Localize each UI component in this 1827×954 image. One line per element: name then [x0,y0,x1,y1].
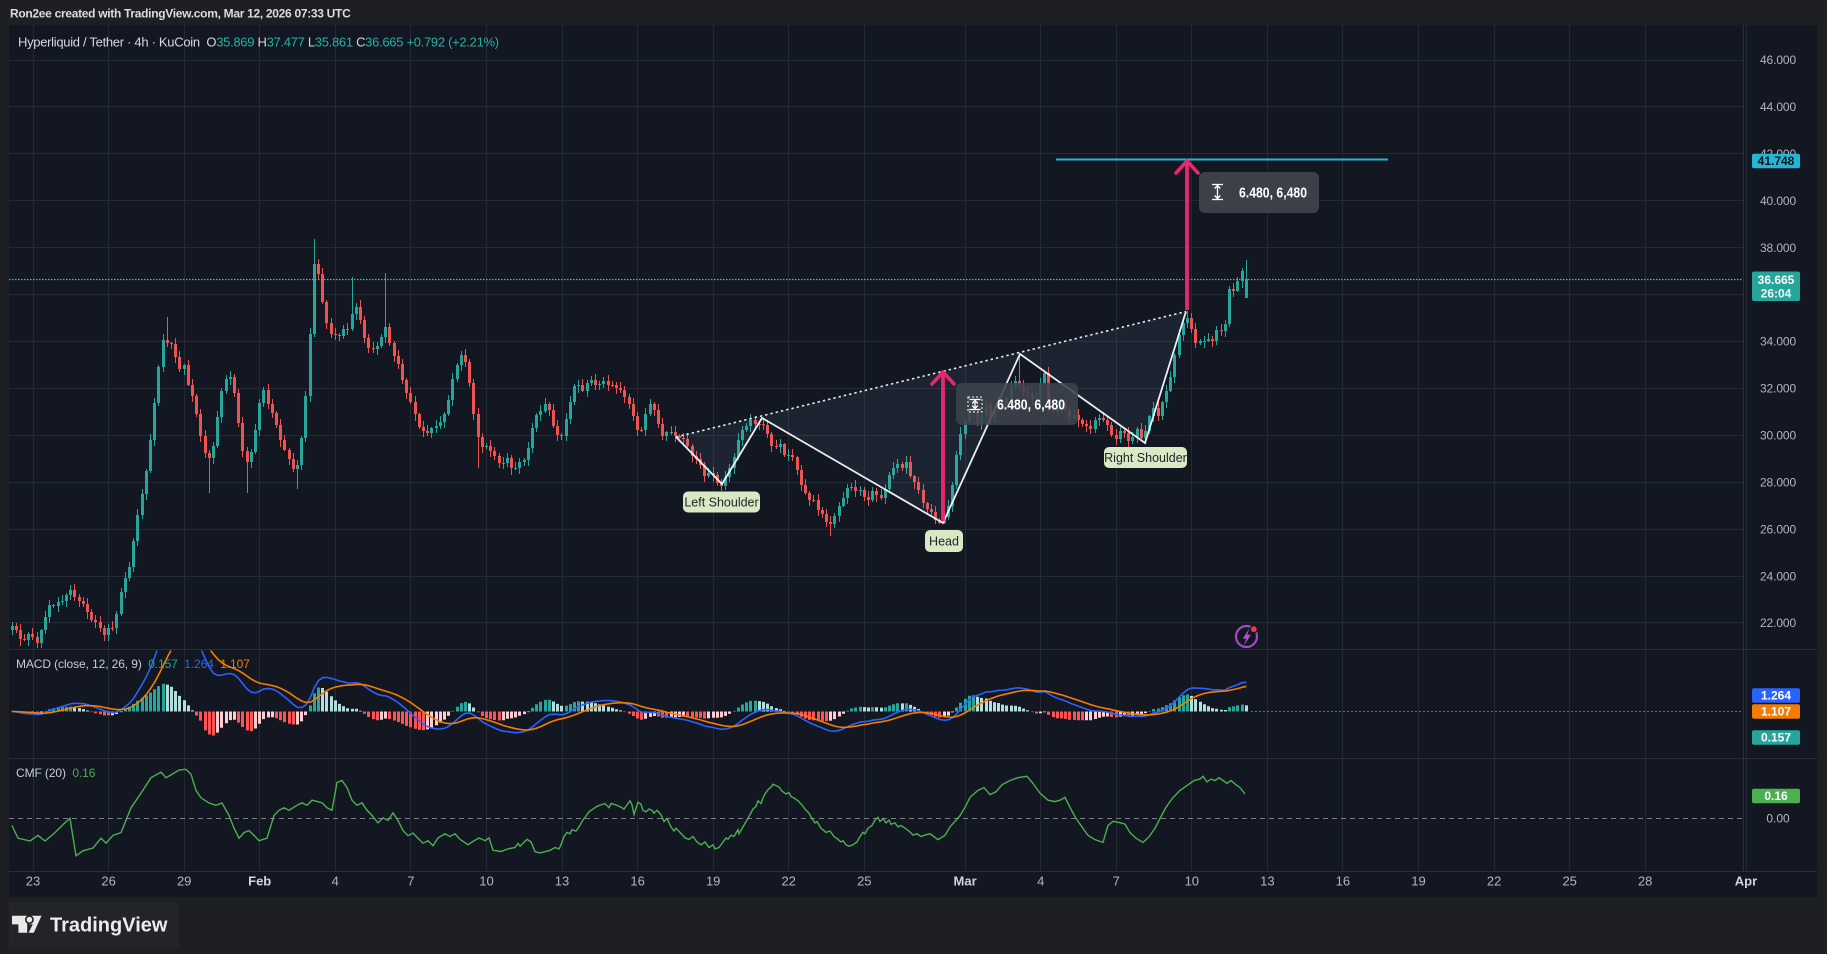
svg-text:Head: Head [929,535,959,549]
svg-text:28: 28 [1638,874,1652,889]
svg-text:Hyperliquid / Tether · 4h · Ku: Hyperliquid / Tether · 4h · KuCoin O35.8… [18,35,499,50]
svg-text:4: 4 [332,874,339,889]
svg-text:23: 23 [26,874,40,889]
svg-text:36.665: 36.665 [1758,273,1795,287]
svg-text:0.00: 0.00 [1766,812,1790,826]
svg-text:Right Shoulder: Right Shoulder [1104,451,1187,465]
svg-text:4: 4 [1037,874,1044,889]
svg-text:41.748: 41.748 [1758,154,1795,168]
svg-text:38.000: 38.000 [1760,241,1797,255]
svg-text:25: 25 [857,874,871,889]
svg-text:19: 19 [1411,874,1425,889]
svg-text:6.480, 6,480: 6.480, 6,480 [1239,185,1307,202]
svg-text:Mar: Mar [954,874,977,889]
svg-text:32.000: 32.000 [1760,382,1797,396]
svg-text:26.000: 26.000 [1760,522,1797,536]
svg-text:28.000: 28.000 [1760,475,1797,489]
svg-text:44.000: 44.000 [1760,100,1797,114]
svg-text:MACD (close, 12, 26, 9) 0.157: MACD (close, 12, 26, 9) 0.157 1.264 1.10… [16,657,250,671]
svg-text:34.000: 34.000 [1760,335,1797,349]
svg-text:30.000: 30.000 [1760,429,1797,443]
svg-text:24.000: 24.000 [1760,569,1797,583]
svg-text:46.000: 46.000 [1760,53,1797,67]
svg-text:10: 10 [1185,874,1199,889]
svg-text:22: 22 [1487,874,1501,889]
svg-text:CMF (20) 0.16: CMF (20) 0.16 [16,766,96,780]
svg-text:0.157: 0.157 [1761,731,1791,745]
svg-text:Feb: Feb [248,874,271,889]
svg-text:40.000: 40.000 [1760,194,1797,208]
svg-text:7: 7 [407,874,414,889]
svg-text:7: 7 [1113,874,1120,889]
svg-text:29: 29 [177,874,191,889]
svg-text:13: 13 [1260,874,1274,889]
svg-text:22: 22 [781,874,795,889]
svg-text:25: 25 [1562,874,1576,889]
svg-text:Apr: Apr [1735,874,1757,889]
svg-text:22.000: 22.000 [1760,616,1797,630]
svg-text:16: 16 [630,874,644,889]
svg-text:TradingView: TradingView [50,915,168,937]
svg-text:0.16: 0.16 [1764,789,1788,803]
svg-text:26: 26 [101,874,115,889]
svg-text:26:04: 26:04 [1761,287,1792,301]
svg-text:13: 13 [555,874,569,889]
svg-text:Ron2ee created with TradingVie: Ron2ee created with TradingView.com, Mar… [10,7,351,21]
svg-text:1.264: 1.264 [1761,689,1791,703]
svg-text:Left Shoulder: Left Shoulder [684,496,758,510]
svg-text:19: 19 [706,874,720,889]
svg-text:1.107: 1.107 [1761,705,1791,719]
svg-text:16: 16 [1336,874,1350,889]
svg-text:10: 10 [479,874,493,889]
svg-text:6.480, 6,480: 6.480, 6,480 [997,397,1065,414]
